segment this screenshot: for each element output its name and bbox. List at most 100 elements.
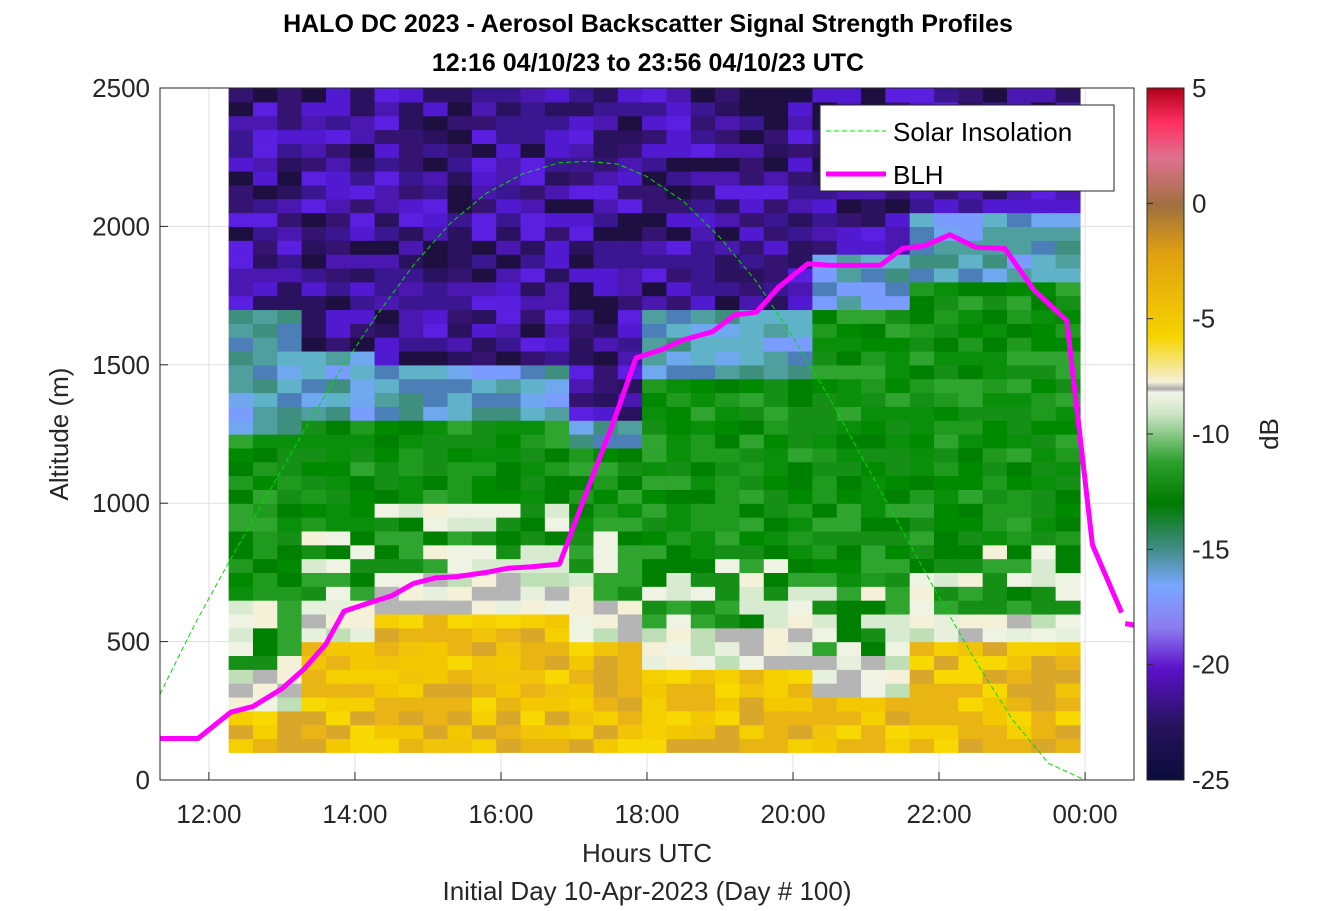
heatmap-cell — [301, 613, 327, 629]
heatmap-cell — [909, 392, 935, 407]
heatmap-cell — [812, 710, 838, 726]
heatmap-cell — [666, 669, 692, 684]
heatmap-cell — [934, 281, 959, 297]
heatmap-cell — [471, 710, 497, 726]
heatmap-cell — [277, 586, 303, 601]
heatmap-cell — [350, 378, 376, 394]
heatmap-cell — [788, 572, 814, 587]
heatmap-cell — [715, 627, 741, 643]
heatmap-cell — [350, 572, 376, 587]
heatmap-cell — [836, 323, 862, 338]
heatmap-cell — [739, 323, 765, 338]
heatmap-cell — [569, 600, 595, 615]
heatmap-cell — [788, 683, 814, 698]
heatmap-cell — [301, 696, 327, 712]
heatmap-cell — [423, 157, 449, 172]
heatmap-cell — [739, 669, 765, 684]
heatmap-cell — [982, 350, 1008, 366]
heatmap-cell — [593, 350, 619, 366]
heatmap-cell — [739, 655, 765, 670]
heatmap-cell — [228, 503, 254, 518]
heatmap-cell — [374, 406, 400, 421]
heatmap-cell — [544, 295, 570, 311]
heatmap-cell — [496, 212, 522, 227]
heatmap-cell — [1031, 350, 1057, 366]
heatmap-cell — [228, 143, 254, 158]
x-tick-label: 22:00 — [907, 799, 972, 829]
heatmap-cell — [447, 309, 473, 324]
heatmap-cell — [350, 503, 376, 518]
heatmap-cell — [520, 392, 546, 407]
heatmap-cell — [374, 337, 400, 352]
heatmap-cell — [1006, 724, 1032, 740]
heatmap-cell — [861, 600, 886, 615]
heatmap-cell — [520, 627, 546, 643]
heatmap-cell — [471, 129, 497, 144]
heatmap-cell — [447, 295, 473, 311]
heatmap-cell — [982, 544, 1008, 560]
heatmap-cell — [861, 738, 886, 753]
heatmap-cell — [496, 530, 522, 546]
heatmap-cell — [374, 489, 400, 504]
heatmap-cell — [715, 683, 741, 698]
heatmap-cell — [471, 600, 497, 615]
heatmap-cell — [496, 378, 522, 394]
heatmap-cell — [934, 198, 959, 214]
heatmap-cell — [812, 613, 838, 629]
heatmap-cell — [277, 88, 303, 103]
heatmap-cell — [788, 350, 814, 366]
heatmap-cell — [642, 655, 668, 670]
heatmap-cell — [544, 378, 570, 394]
heatmap-cell — [228, 323, 254, 338]
heatmap-cell — [350, 489, 376, 504]
heatmap-cell — [715, 88, 741, 103]
heatmap-cell — [861, 240, 886, 255]
heatmap-cell — [593, 226, 619, 241]
heatmap-cell — [885, 475, 911, 490]
heatmap-cell — [325, 517, 351, 532]
heatmap-cell — [958, 406, 984, 421]
heatmap-cell — [569, 240, 595, 255]
heatmap-cell — [934, 337, 959, 352]
heatmap-cell — [544, 337, 570, 352]
heatmap-cell — [763, 447, 789, 463]
heatmap-cell — [763, 434, 789, 449]
heatmap-cell — [666, 406, 692, 421]
heatmap-cell — [252, 171, 278, 186]
heatmap-cell — [496, 254, 522, 269]
heatmap-cell — [812, 267, 838, 283]
heatmap-cell — [593, 475, 619, 490]
heatmap-cell — [982, 696, 1008, 712]
heatmap-cell — [690, 558, 716, 573]
heatmap-cell — [374, 530, 400, 546]
heatmap-cell — [398, 475, 424, 490]
heatmap-cell — [520, 212, 546, 227]
heatmap-cell — [569, 641, 595, 657]
heatmap-cell — [423, 240, 449, 255]
heatmap-cell — [301, 738, 327, 753]
heatmap-cell — [350, 143, 376, 158]
heatmap-cell — [277, 600, 303, 615]
heatmap-cell — [909, 544, 935, 560]
heatmap-cell — [593, 88, 619, 103]
heatmap-cell — [788, 88, 814, 103]
heatmap-cell — [423, 724, 449, 740]
heatmap-cell — [763, 683, 789, 698]
heatmap-cell — [277, 503, 303, 518]
heatmap-cell — [788, 447, 814, 463]
heatmap-cell — [788, 198, 814, 214]
heatmap-cell — [252, 406, 278, 421]
heatmap-cell — [301, 281, 327, 297]
heatmap-cell — [1031, 267, 1057, 283]
heatmap-cell — [666, 503, 692, 518]
heatmap-cell — [350, 517, 376, 532]
heatmap-cell — [277, 212, 303, 227]
heatmap-cell — [1055, 226, 1081, 241]
heatmap-cell — [325, 475, 351, 490]
heatmap-cell — [885, 267, 911, 283]
heatmap-cell — [812, 198, 838, 214]
heatmap-cell — [1055, 641, 1081, 657]
heatmap-cell — [520, 696, 546, 712]
heatmap-cell — [812, 724, 838, 740]
heatmap-cell — [1006, 378, 1032, 394]
